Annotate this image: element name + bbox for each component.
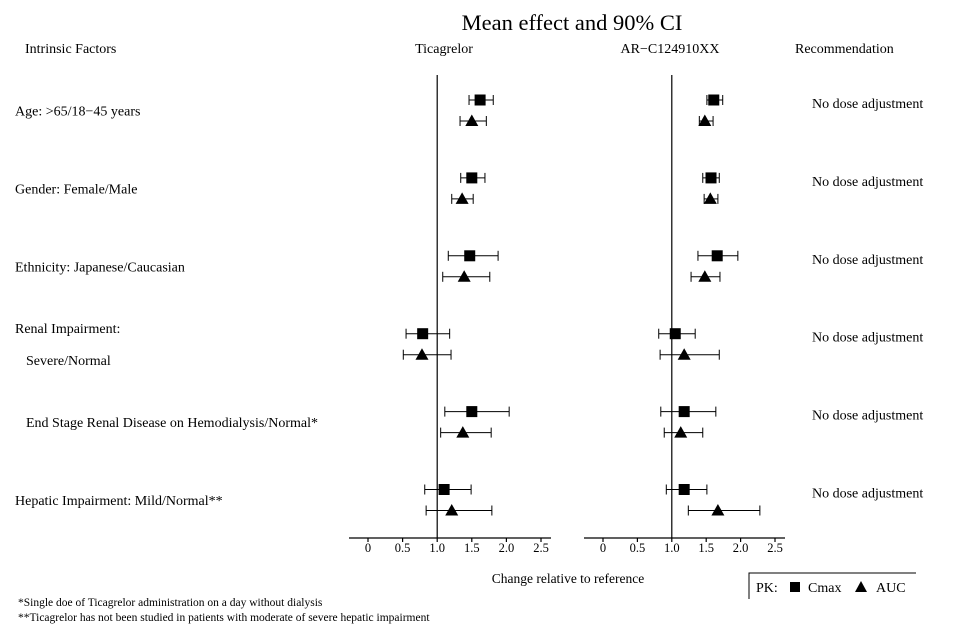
auc-marker <box>457 270 471 282</box>
x-tick-label: 0 <box>365 541 371 555</box>
panel-header-ar-c124910xx: AR−C124910XX <box>621 42 720 57</box>
recommendation-text: No dose adjustment <box>812 253 923 268</box>
auc-marker <box>677 348 691 360</box>
legend-frame <box>748 572 916 599</box>
row-label: Severe/Normal <box>26 354 111 369</box>
cmax-marker <box>438 484 450 495</box>
footnote-2: **Ticagrelor has not been studied in pat… <box>18 612 430 624</box>
x-tick-label: 2.5 <box>767 541 783 555</box>
recommendation-header: Recommendation <box>795 42 894 57</box>
recommendation-text: No dose adjustment <box>812 487 923 502</box>
cmax-marker <box>466 406 478 418</box>
legend-label-auc: AUC <box>876 581 906 596</box>
square-marker-icon <box>790 582 800 592</box>
x-tick-label: 0 <box>600 541 606 555</box>
recommendation-text: No dose adjustment <box>812 97 923 112</box>
x-tick-label: 1.5 <box>464 541 480 555</box>
legend: PK: Cmax AUC <box>748 572 916 599</box>
group-label: Renal Impairment: <box>15 322 120 337</box>
cmax-marker <box>417 328 429 340</box>
cmax-marker <box>708 94 720 106</box>
cmax-marker <box>705 172 717 184</box>
row-label: Age: >65/18−45 years <box>15 105 140 120</box>
cmax-marker <box>466 172 478 184</box>
recommendation-text: No dose adjustment <box>812 409 923 424</box>
row-label: Ethnicity: Japanese/Caucasian <box>15 260 185 275</box>
cmax-marker <box>669 328 681 340</box>
auc-marker <box>415 348 429 360</box>
row-label: Hepatic Impairment: Mild/Normal** <box>15 494 223 509</box>
auc-marker <box>674 426 688 438</box>
auc-marker <box>445 504 459 516</box>
cmax-marker <box>711 250 723 262</box>
x-tick-label: 0.5 <box>395 541 411 555</box>
x-tick-label: 2.5 <box>533 541 549 555</box>
x-tick-label: 0.5 <box>630 541 646 555</box>
auc-marker <box>465 114 479 126</box>
x-axis-label: Change relative to reference <box>492 571 645 586</box>
auc-marker <box>698 270 712 282</box>
x-tick-label: 2.0 <box>733 541 749 555</box>
cmax-marker <box>678 406 690 418</box>
panel-header-ticagrelor: Ticagrelor <box>415 42 473 57</box>
plot-area: 0 0.5 1.0 1.5 2.0 2.5 0 0.5 1.0 1.5 2.0 2.5 Age: >65… <box>15 75 923 555</box>
x-tick-label: 1.5 <box>698 541 714 555</box>
recommendation-text: No dose adjustment <box>812 175 923 190</box>
cmax-marker <box>474 94 486 106</box>
row-label: End Stage Renal Disease on Hemodialysis/… <box>26 416 318 431</box>
intrinsic-factors-header: Intrinsic Factors <box>25 42 116 57</box>
chart-title: Mean effect and 90% CI <box>462 10 683 35</box>
recommendation-text: No dose adjustment <box>812 331 923 346</box>
x-tick-label: 1.0 <box>429 541 445 555</box>
auc-marker <box>703 192 717 204</box>
auc-marker <box>456 426 470 438</box>
auc-marker <box>698 114 712 126</box>
cmax-marker <box>678 484 690 495</box>
legend-label-cmax: Cmax <box>808 581 841 596</box>
footnote-1: *Single doe of Ticagrelor administration… <box>18 597 323 609</box>
row-label: Gender: Female/Male <box>15 182 137 197</box>
x-tick-label: 1.0 <box>664 541 680 555</box>
x-tick-label: 2.0 <box>499 541 515 555</box>
triangle-marker-icon <box>855 581 867 592</box>
auc-marker <box>711 504 725 516</box>
cmax-marker <box>464 250 476 262</box>
legend-title: PK: <box>756 581 778 596</box>
auc-marker <box>455 192 469 204</box>
